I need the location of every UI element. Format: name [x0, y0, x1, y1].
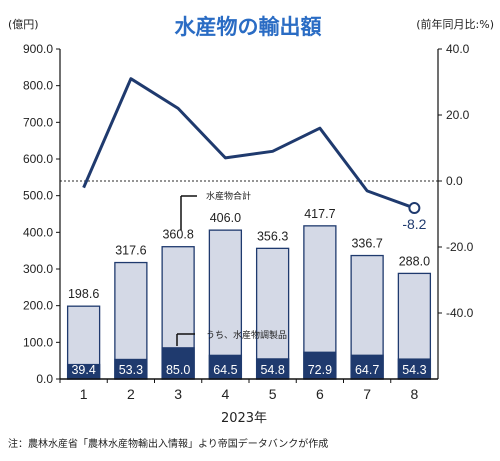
left-tick-label: 600.0: [23, 152, 53, 166]
total-value-label: 288.0: [399, 254, 430, 268]
total-value-label: 360.8: [162, 228, 193, 242]
left-tick-label: 500.0: [23, 189, 53, 203]
total-value-label: 406.0: [210, 211, 241, 225]
source-note: 注：農林水産省「農林水産物輸出入情報」より帝国データバンクが作成: [8, 437, 328, 450]
bar-total: [255, 247, 290, 380]
bars: [66, 225, 432, 380]
subtotal-value-label: 64.7: [355, 363, 379, 377]
subtotal-value-label: 85.0: [166, 363, 190, 377]
x-tick-label: 4: [221, 386, 229, 402]
right-tick-label: 0.0: [446, 174, 463, 188]
x-tick-label: 6: [316, 386, 324, 402]
right-tick-label: -20.0: [446, 240, 474, 254]
left-tick-label: 800.0: [23, 79, 53, 93]
axes: 0.0100.0200.0300.0400.0500.0600.0700.080…: [23, 42, 474, 402]
x-tick-label: 1: [80, 386, 88, 402]
yoy-line: [82, 77, 421, 215]
data-labels: 198.6 39.4 317.6 53.3 360.8 85.0 406.0 64.5 356.…: [68, 207, 430, 377]
subtotal-value-label: 53.3: [119, 363, 143, 377]
right-tick-label: -40.0: [446, 306, 474, 320]
total-value-label: 356.3: [257, 229, 288, 243]
chart-title: 水産物の輸出額: [175, 15, 322, 39]
subtotal-value-label: 39.4: [71, 363, 95, 377]
subtotal-value-label: 54.8: [260, 363, 284, 377]
right-axis-unit: (前年同月比:%): [416, 17, 494, 31]
total-value-label: 336.7: [351, 237, 382, 251]
right-tick-label: 40.0: [446, 42, 470, 56]
x-tick-label: 3: [174, 386, 182, 402]
yoy-point: [408, 202, 421, 215]
yoy-end-label: -8.2: [402, 216, 426, 232]
subtotal-value-label: 54.3: [402, 363, 426, 377]
total-value-label: 317.6: [115, 244, 146, 258]
annotation-sub: うち、水産物調製品: [176, 329, 287, 346]
left-tick-label: 300.0: [23, 262, 53, 276]
left-tick-label: 100.0: [23, 335, 53, 349]
total-value-label: 417.7: [304, 207, 335, 221]
annotation-total-label: 水産物合計: [206, 190, 251, 202]
annotation-total: 水産物合計: [180, 190, 251, 230]
annotation-sub-label: うち、水産物調製品: [206, 329, 287, 341]
total-value-label: 198.6: [68, 287, 99, 301]
left-tick-label: 900.0: [23, 42, 53, 56]
left-tick-label: 400.0: [23, 225, 53, 239]
yoy-line-path: [82, 77, 415, 210]
left-tick-label: 700.0: [23, 115, 53, 129]
x-tick-label: 2: [127, 386, 135, 402]
left-tick-label: 0.0: [36, 372, 53, 386]
left-tick-label: 200.0: [23, 299, 53, 313]
bar-subtotal: [161, 347, 195, 380]
bar-total: [208, 229, 243, 380]
right-tick-label: 20.0: [446, 108, 470, 122]
subtotal-value-label: 72.9: [308, 363, 332, 377]
x-axis-label: 2023年: [221, 411, 267, 426]
subtotal-value-label: 64.5: [213, 363, 237, 377]
left-axis-unit: (億円): [8, 18, 39, 31]
x-tick-label: 8: [410, 386, 418, 402]
x-tick-label: 7: [363, 386, 371, 402]
x-tick-label: 5: [269, 386, 277, 402]
